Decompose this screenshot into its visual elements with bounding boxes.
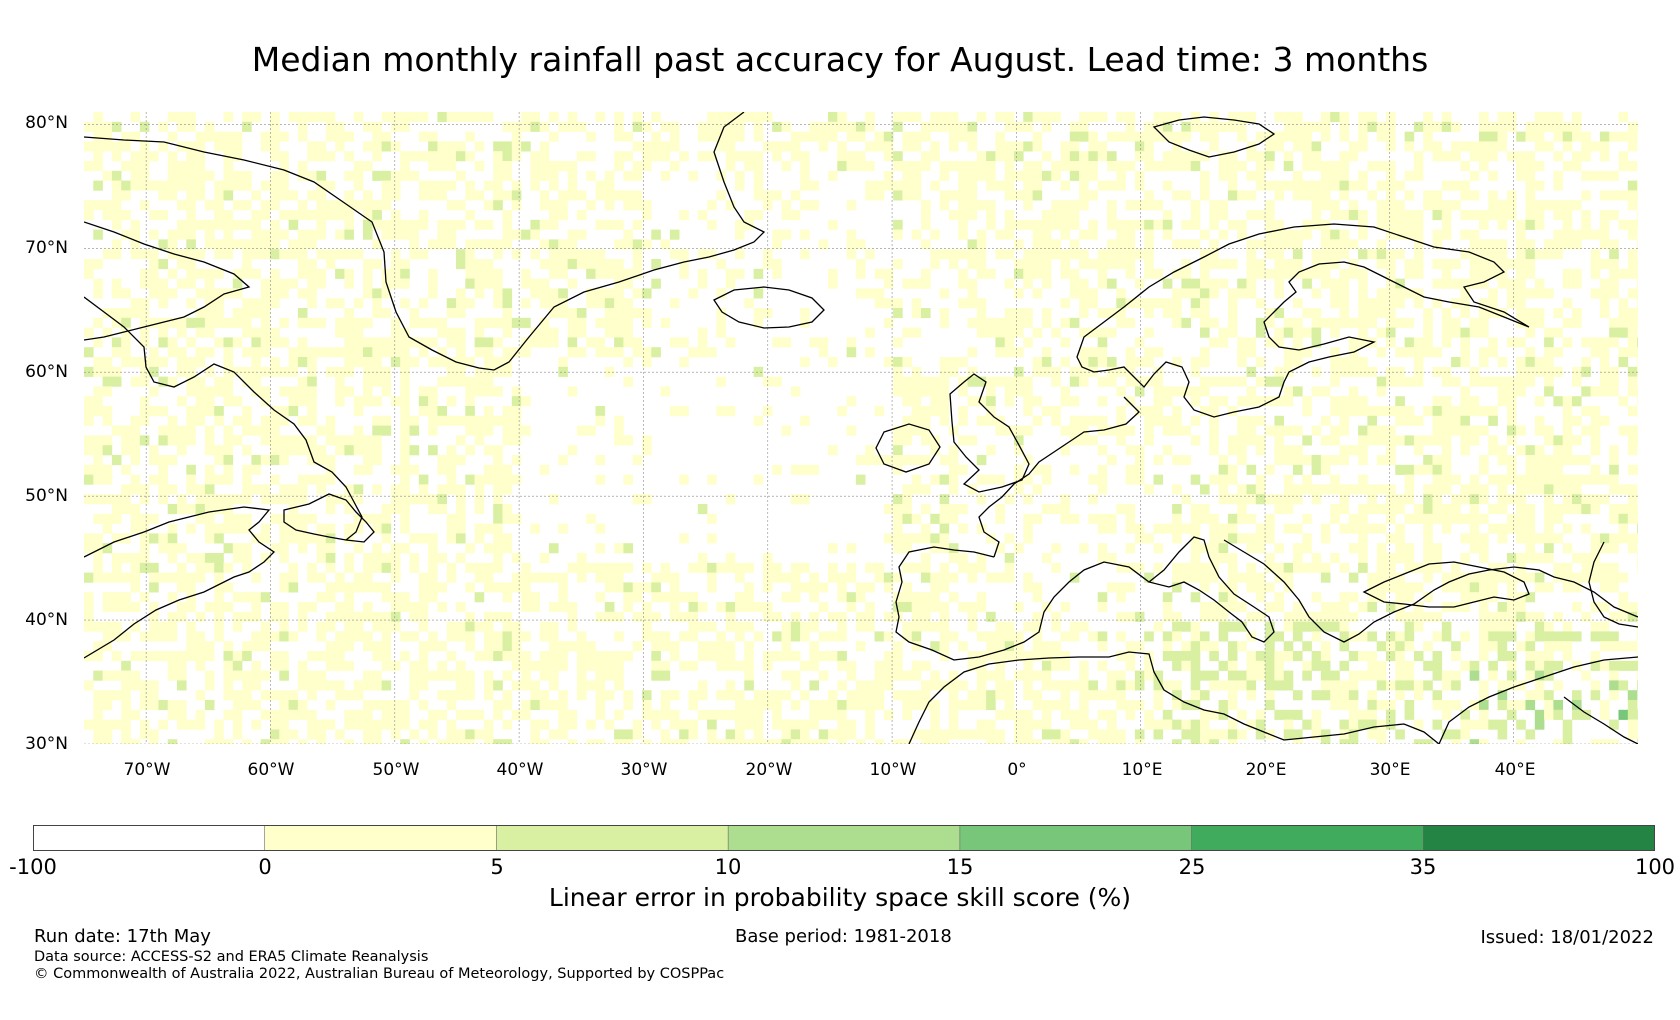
- lon-label: 10°W: [869, 760, 917, 780]
- lat-label: 50°N: [25, 486, 68, 506]
- coastline-nova-scotia: [84, 506, 276, 659]
- skill-score-map: [84, 112, 1638, 744]
- colorbar-segment: [264, 825, 498, 851]
- lon-label: 40°W: [496, 760, 544, 780]
- coastline-balkans: [1223, 539, 1638, 643]
- lat-label: 40°N: [25, 610, 68, 630]
- coastline-black-sea: [1362, 561, 1530, 608]
- coastline-greenland: [84, 112, 766, 371]
- coastline-iberia: [895, 546, 1150, 661]
- colorbar-tick: 35: [1409, 855, 1437, 879]
- lon-label: 50°W: [372, 760, 420, 780]
- coastline-ireland: [875, 423, 941, 473]
- colorbar-segment: [33, 825, 266, 851]
- coastline-great-britain: [949, 373, 1030, 493]
- coastline-iceland: [713, 286, 825, 329]
- colorbar-tick: 25: [1178, 855, 1206, 879]
- coastline-italy: [1147, 536, 1275, 643]
- lat-label: 70°N: [25, 238, 68, 258]
- graticule: [84, 112, 1638, 744]
- run-date: Run date: 17th May: [34, 926, 211, 947]
- lon-label: 40°E: [1494, 760, 1536, 780]
- lon-label: 20°W: [745, 760, 793, 780]
- copyright: © Commonwealth of Australia 2022, Austra…: [34, 966, 725, 982]
- colorbar-tick: 0: [258, 855, 272, 879]
- colorbar-segment: [727, 825, 961, 851]
- colorbar-segment: [1191, 825, 1425, 851]
- coastline-north-africa: [908, 651, 1440, 744]
- coastline-newfoundland: [283, 493, 375, 543]
- coastlines: [84, 112, 1638, 744]
- coastline-europe-north: [978, 396, 1140, 558]
- colorbar: [33, 825, 1655, 851]
- colorbar-segment: [1422, 825, 1655, 851]
- coastline-caspian: [1588, 541, 1638, 628]
- colorbar-tick: -100: [9, 855, 57, 879]
- lon-label: 30°W: [620, 760, 668, 780]
- colorbar-segment: [959, 825, 1193, 851]
- colorbar-tick: 15: [946, 855, 974, 879]
- lon-label: 70°W: [123, 760, 171, 780]
- colorbar-label: Linear error in probability space skill …: [548, 883, 1132, 912]
- colorbar-tick: 100: [1634, 855, 1676, 879]
- lat-label: 60°N: [25, 362, 68, 382]
- coastline-scandinavia: [1076, 223, 1530, 418]
- map-canvas: [84, 112, 1638, 744]
- coastline-baffin: [84, 221, 251, 341]
- lat-label: 30°N: [25, 734, 68, 754]
- lon-label: 10°E: [1121, 760, 1163, 780]
- skill-grid-cells: [84, 112, 1638, 744]
- lon-label: 30°E: [1369, 760, 1411, 780]
- coastline-levant: [1438, 656, 1638, 744]
- colorbar-tick: 10: [714, 855, 742, 879]
- lon-label: 60°W: [247, 760, 295, 780]
- coastline-labrador: [84, 296, 363, 541]
- lon-label: 20°E: [1245, 760, 1287, 780]
- issued-date: Issued: 18/01/2022: [1480, 927, 1654, 948]
- colorbar-tick: 5: [490, 855, 504, 879]
- lat-label: 80°N: [25, 113, 68, 133]
- base-period: Base period: 1981-2018: [735, 926, 952, 947]
- colorbar-segment: [496, 825, 729, 851]
- coastline-svalbard: [1152, 116, 1276, 158]
- coastline-persian-gulf: [1563, 696, 1638, 744]
- data-source: Data source: ACCESS-S2 and ERA5 Climate …: [34, 949, 429, 965]
- map-title: Median monthly rainfall past accuracy fo…: [251, 40, 1429, 79]
- lon-label: 0°: [1007, 760, 1027, 780]
